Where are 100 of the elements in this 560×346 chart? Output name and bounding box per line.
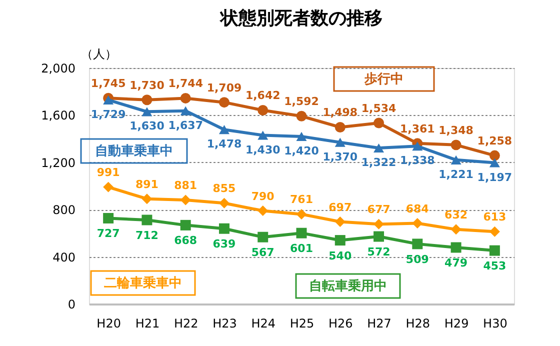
x-tick-label: H30 xyxy=(483,316,508,330)
x-tick-label: H26 xyxy=(328,316,353,330)
text: 自動車乗車中 xyxy=(95,143,173,159)
point xyxy=(450,155,462,164)
data-label: 1,322 xyxy=(361,156,396,170)
data-label: 881 xyxy=(174,179,198,192)
data-label: 727 xyxy=(96,227,120,240)
point xyxy=(258,206,268,216)
data-label: 1,430 xyxy=(245,143,281,156)
point xyxy=(218,97,230,108)
point xyxy=(374,231,384,242)
point xyxy=(218,125,230,134)
point xyxy=(142,194,152,204)
data-label: 1,221 xyxy=(438,168,474,181)
point xyxy=(258,105,268,116)
point xyxy=(142,107,152,116)
point xyxy=(218,198,230,208)
y-tick-label: 1,600 xyxy=(41,108,76,123)
point xyxy=(103,95,114,105)
data-label: 479 xyxy=(444,256,468,270)
point xyxy=(103,212,114,224)
data-label: 1,420 xyxy=(284,144,320,158)
data-label: 1,745 xyxy=(90,77,126,90)
x-tick-label: H27 xyxy=(367,316,392,330)
data-label: 855 xyxy=(212,182,236,196)
data-label: 572 xyxy=(367,246,390,259)
x-tick-label: H20 xyxy=(96,316,121,330)
y-axis-title: （人） xyxy=(81,47,117,61)
point xyxy=(296,208,307,220)
data-label: 601 xyxy=(290,242,313,256)
point xyxy=(296,228,307,238)
data-label: 1,642 xyxy=(245,89,280,102)
point xyxy=(258,130,268,140)
data-label: 1,478 xyxy=(206,138,242,151)
x-tick-label: H24 xyxy=(251,316,276,330)
data-label: 712 xyxy=(135,228,158,242)
data-label: 1,361 xyxy=(400,122,435,136)
data-label: 540 xyxy=(328,249,352,262)
point xyxy=(258,232,268,242)
data-label: 639 xyxy=(212,238,236,251)
y-tick-label: 2,000 xyxy=(41,62,76,76)
data-label: 1,592 xyxy=(284,95,319,108)
chart-title: 状態別死者数の推移 xyxy=(218,8,382,29)
point xyxy=(489,158,500,168)
point xyxy=(450,242,462,253)
data-label: 668 xyxy=(174,234,198,248)
data-label: 1,744 xyxy=(168,77,204,90)
point xyxy=(334,122,346,132)
data-label: 761 xyxy=(290,193,313,206)
data-label: 1,258 xyxy=(477,134,512,148)
y-tick-label: 1,200 xyxy=(41,156,76,170)
text: 自転車乗用中 xyxy=(309,278,387,294)
point xyxy=(374,118,384,128)
data-label: 677 xyxy=(367,203,390,216)
x-tick-label: H29 xyxy=(444,316,469,330)
point xyxy=(218,223,230,234)
point xyxy=(142,214,152,226)
point xyxy=(450,224,462,235)
x-tick-label: H21 xyxy=(135,316,160,330)
point xyxy=(334,216,346,227)
data-label: 613 xyxy=(483,210,506,224)
point xyxy=(374,218,384,230)
x-tick-label: H28 xyxy=(406,316,430,330)
data-label: 1,370 xyxy=(322,150,358,164)
point xyxy=(412,142,423,151)
point xyxy=(296,110,307,122)
data-label: 1,637 xyxy=(168,118,203,132)
x-tick-label: H25 xyxy=(290,316,314,330)
data-label: 1,729 xyxy=(90,108,126,121)
data-label: 1,534 xyxy=(361,102,397,115)
point xyxy=(374,143,384,153)
data-label: 1,730 xyxy=(130,78,165,92)
x-tick-label: H22 xyxy=(174,316,198,330)
data-label: 509 xyxy=(406,252,429,266)
point xyxy=(412,238,423,250)
point xyxy=(334,138,346,147)
text: 二輪車乗車中 xyxy=(104,275,182,291)
data-label: 684 xyxy=(406,202,430,216)
point xyxy=(180,220,191,230)
y-tick-label: 800 xyxy=(52,203,76,218)
point xyxy=(180,194,191,206)
point xyxy=(180,106,191,116)
data-label: 453 xyxy=(483,260,506,273)
data-label: 891 xyxy=(135,178,158,191)
data-label: 697 xyxy=(328,200,352,214)
text: 歩行中 xyxy=(364,72,404,87)
point xyxy=(412,218,423,229)
point xyxy=(450,140,462,150)
point xyxy=(489,150,500,161)
point xyxy=(142,94,152,106)
point xyxy=(489,245,500,256)
y-tick-label: 400 xyxy=(52,250,76,264)
data-label: 1,498 xyxy=(322,106,358,120)
x-tick-label: H23 xyxy=(212,316,237,330)
data-label: 632 xyxy=(444,208,468,222)
point xyxy=(489,226,500,237)
point xyxy=(180,92,191,104)
data-label: 1,630 xyxy=(130,120,165,133)
data-label: 1,338 xyxy=(400,154,435,168)
data-label: 1,709 xyxy=(206,81,242,94)
